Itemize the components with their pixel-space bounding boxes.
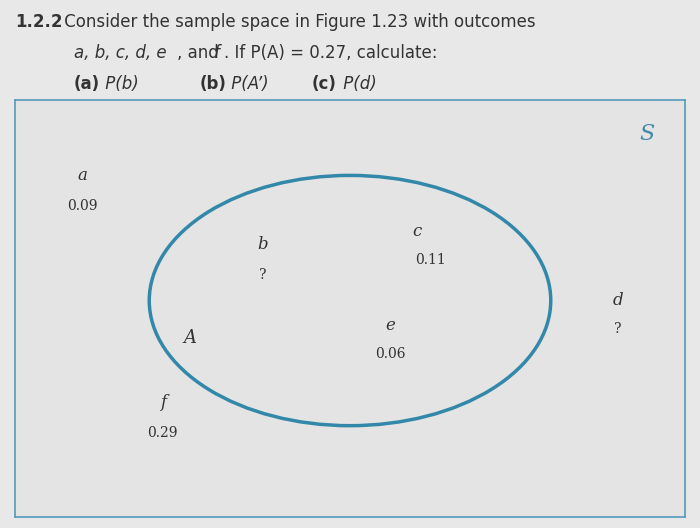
Text: 0.09: 0.09 (67, 199, 97, 213)
Text: c: c (412, 223, 421, 240)
Text: a: a (78, 167, 88, 184)
Text: d: d (612, 292, 623, 309)
Text: b: b (258, 235, 268, 252)
Text: f: f (160, 394, 166, 411)
Text: e: e (385, 317, 395, 334)
Text: (c): (c) (312, 75, 337, 93)
Text: (b): (b) (199, 75, 226, 93)
Text: 1.2.2: 1.2.2 (15, 13, 63, 31)
Text: 0.06: 0.06 (375, 347, 405, 361)
Text: P(d): P(d) (338, 75, 377, 93)
Text: , and: , and (177, 44, 224, 62)
Text: P(b): P(b) (100, 75, 139, 93)
Text: . If P(A) = 0.27, calculate:: . If P(A) = 0.27, calculate: (224, 44, 438, 62)
Text: A: A (183, 329, 196, 347)
Text: 0.11: 0.11 (415, 253, 446, 267)
Text: 0.29: 0.29 (148, 426, 178, 440)
Ellipse shape (149, 175, 551, 426)
Text: ?: ? (614, 322, 622, 336)
Text: (a): (a) (74, 75, 99, 93)
Text: ?: ? (259, 268, 267, 282)
Text: S: S (639, 123, 654, 145)
Text: P(A’): P(A’) (226, 75, 269, 93)
Text: a, b, c, d, e: a, b, c, d, e (74, 44, 166, 62)
Text: Consider the sample space in Figure 1.23 with outcomes: Consider the sample space in Figure 1.23… (59, 13, 536, 31)
Text: f: f (214, 44, 219, 62)
